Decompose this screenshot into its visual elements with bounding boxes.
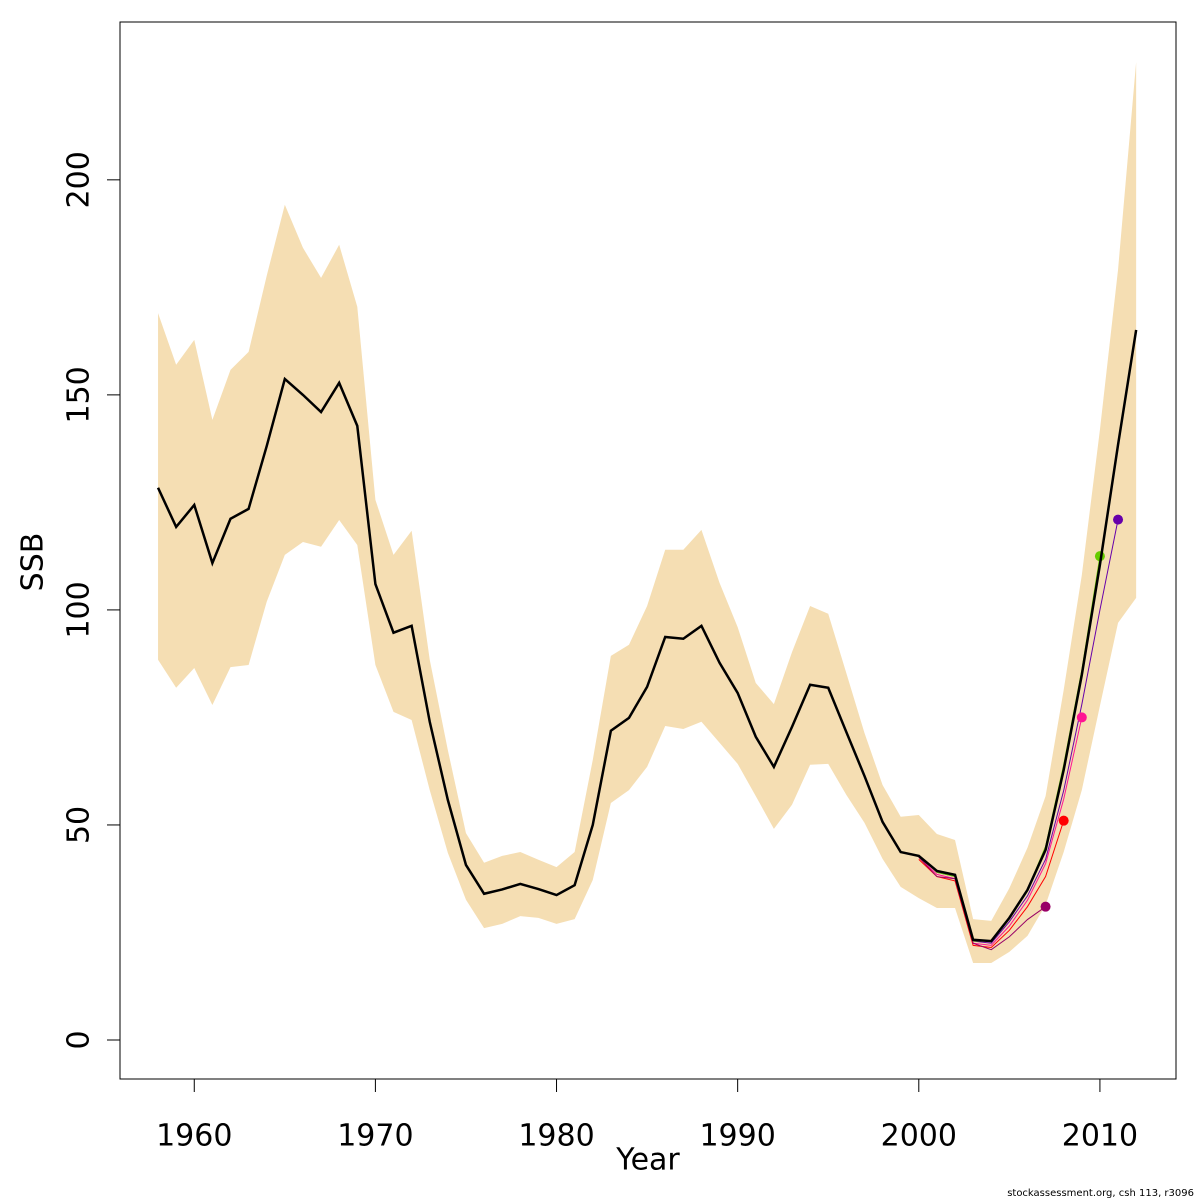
y-axis-label: SSB [16, 533, 51, 592]
series-line [918, 856, 1046, 951]
x-tick-label: 1970 [337, 1119, 413, 1154]
x-tick-label: 2000 [881, 1119, 957, 1154]
footer: stockassessment.org, csh 113, r3096 [1007, 1188, 1194, 1199]
x-axis-label: Year [615, 1143, 680, 1178]
x-tick-label: 1960 [156, 1119, 232, 1154]
x-tick-label: 1980 [518, 1119, 594, 1154]
y-tick-label: 150 [62, 366, 97, 423]
y-tick-label: 100 [62, 581, 97, 638]
y-tick-label: 50 [62, 806, 97, 844]
end-point [1040, 901, 1051, 912]
x-tick-label: 2010 [1062, 1119, 1138, 1154]
series-line [918, 820, 1065, 949]
confidence-band [158, 61, 1137, 964]
y-tick-label: 200 [62, 151, 97, 208]
x-tick-label: 1990 [699, 1119, 775, 1154]
end-point [1058, 815, 1069, 826]
end-point [1113, 514, 1124, 525]
y-tick-label: 0 [62, 1030, 97, 1049]
series-line [918, 717, 1083, 946]
end-point [1076, 712, 1087, 723]
series-line [156, 329, 1138, 943]
